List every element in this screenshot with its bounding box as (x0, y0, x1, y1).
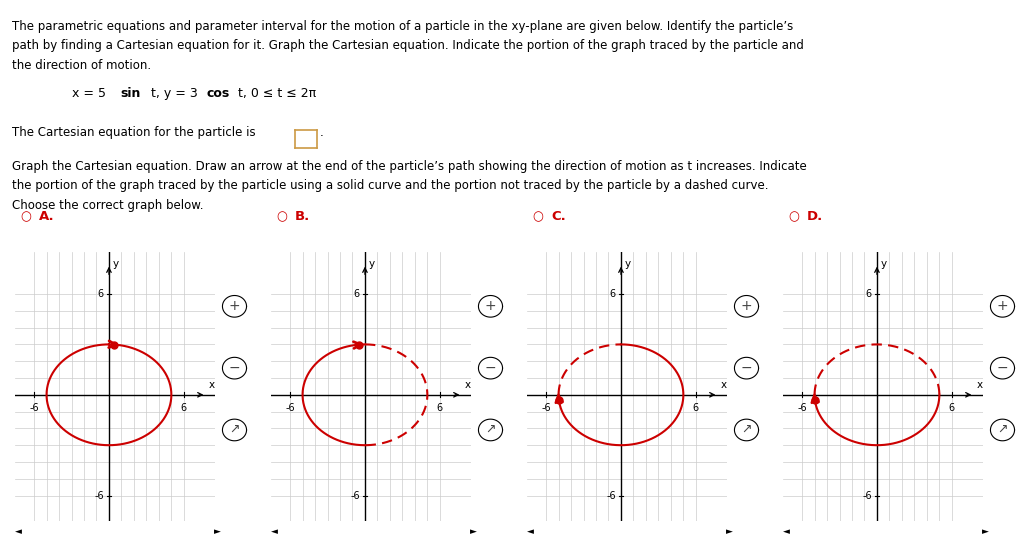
Text: ↗: ↗ (997, 423, 1008, 436)
Text: ○: ○ (532, 210, 544, 223)
Text: x: x (208, 380, 214, 390)
Text: .: . (319, 126, 324, 139)
Text: -6: -6 (350, 491, 360, 501)
Text: t, 0 ≤ t ≤ 2π: t, 0 ≤ t ≤ 2π (234, 87, 316, 100)
Text: 6: 6 (866, 289, 872, 299)
Text: +: + (484, 299, 497, 313)
Text: y: y (113, 259, 119, 269)
Text: y: y (625, 259, 631, 269)
Text: +: + (740, 299, 753, 313)
Text: ○: ○ (20, 210, 32, 223)
Text: -6: -6 (862, 491, 872, 501)
Text: 6: 6 (181, 403, 187, 413)
Text: 6: 6 (949, 403, 955, 413)
Text: x: x (976, 380, 982, 390)
Text: -6: -6 (798, 403, 807, 413)
Text: ►: ► (214, 527, 221, 536)
Text: the portion of the graph traced by the particle using a solid curve and the port: the portion of the graph traced by the p… (12, 179, 769, 192)
Text: sin: sin (121, 87, 141, 100)
Text: A.: A. (39, 210, 54, 223)
Text: ►: ► (726, 527, 733, 536)
Text: the direction of motion.: the direction of motion. (12, 59, 152, 72)
Text: D.: D. (807, 210, 823, 223)
Text: +: + (996, 299, 1009, 313)
Text: y: y (369, 259, 375, 269)
Text: ↗: ↗ (741, 423, 752, 436)
Text: ◄: ◄ (14, 527, 22, 536)
Text: ►: ► (470, 527, 477, 536)
Text: y: y (881, 259, 887, 269)
Text: −: − (996, 361, 1009, 375)
Text: -6: -6 (606, 491, 616, 501)
Text: ◄: ◄ (526, 527, 534, 536)
Text: The Cartesian equation for the particle is: The Cartesian equation for the particle … (12, 126, 260, 139)
Text: -6: -6 (542, 403, 551, 413)
Text: Graph the Cartesian equation. Draw an arrow at the end of the particle’s path sh: Graph the Cartesian equation. Draw an ar… (12, 160, 807, 172)
Text: Choose the correct graph below.: Choose the correct graph below. (12, 199, 204, 212)
Text: B.: B. (295, 210, 310, 223)
Text: -6: -6 (286, 403, 295, 413)
Text: −: − (740, 361, 753, 375)
Text: x = 5: x = 5 (72, 87, 110, 100)
Text: 6: 6 (437, 403, 443, 413)
Text: cos: cos (207, 87, 230, 100)
Text: 6: 6 (98, 289, 104, 299)
Text: ↗: ↗ (485, 423, 496, 436)
Text: ○: ○ (276, 210, 288, 223)
Text: C.: C. (551, 210, 565, 223)
Text: -6: -6 (30, 403, 39, 413)
Text: ↗: ↗ (229, 423, 240, 436)
Text: +: + (228, 299, 241, 313)
Text: x: x (720, 380, 726, 390)
Text: The parametric equations and parameter interval for the motion of a particle in : The parametric equations and parameter i… (12, 20, 794, 32)
Text: 6: 6 (354, 289, 360, 299)
Text: ◄: ◄ (270, 527, 278, 536)
Text: ►: ► (982, 527, 989, 536)
Text: -6: -6 (94, 491, 104, 501)
Text: ○: ○ (788, 210, 800, 223)
Text: 6: 6 (693, 403, 699, 413)
Text: −: − (228, 361, 241, 375)
Text: t, y = 3: t, y = 3 (147, 87, 202, 100)
Text: −: − (484, 361, 497, 375)
Text: path by finding a Cartesian equation for it. Graph the Cartesian equation. Indic: path by finding a Cartesian equation for… (12, 39, 804, 52)
Text: 6: 6 (610, 289, 616, 299)
Text: ◄: ◄ (782, 527, 790, 536)
Text: x: x (464, 380, 470, 390)
